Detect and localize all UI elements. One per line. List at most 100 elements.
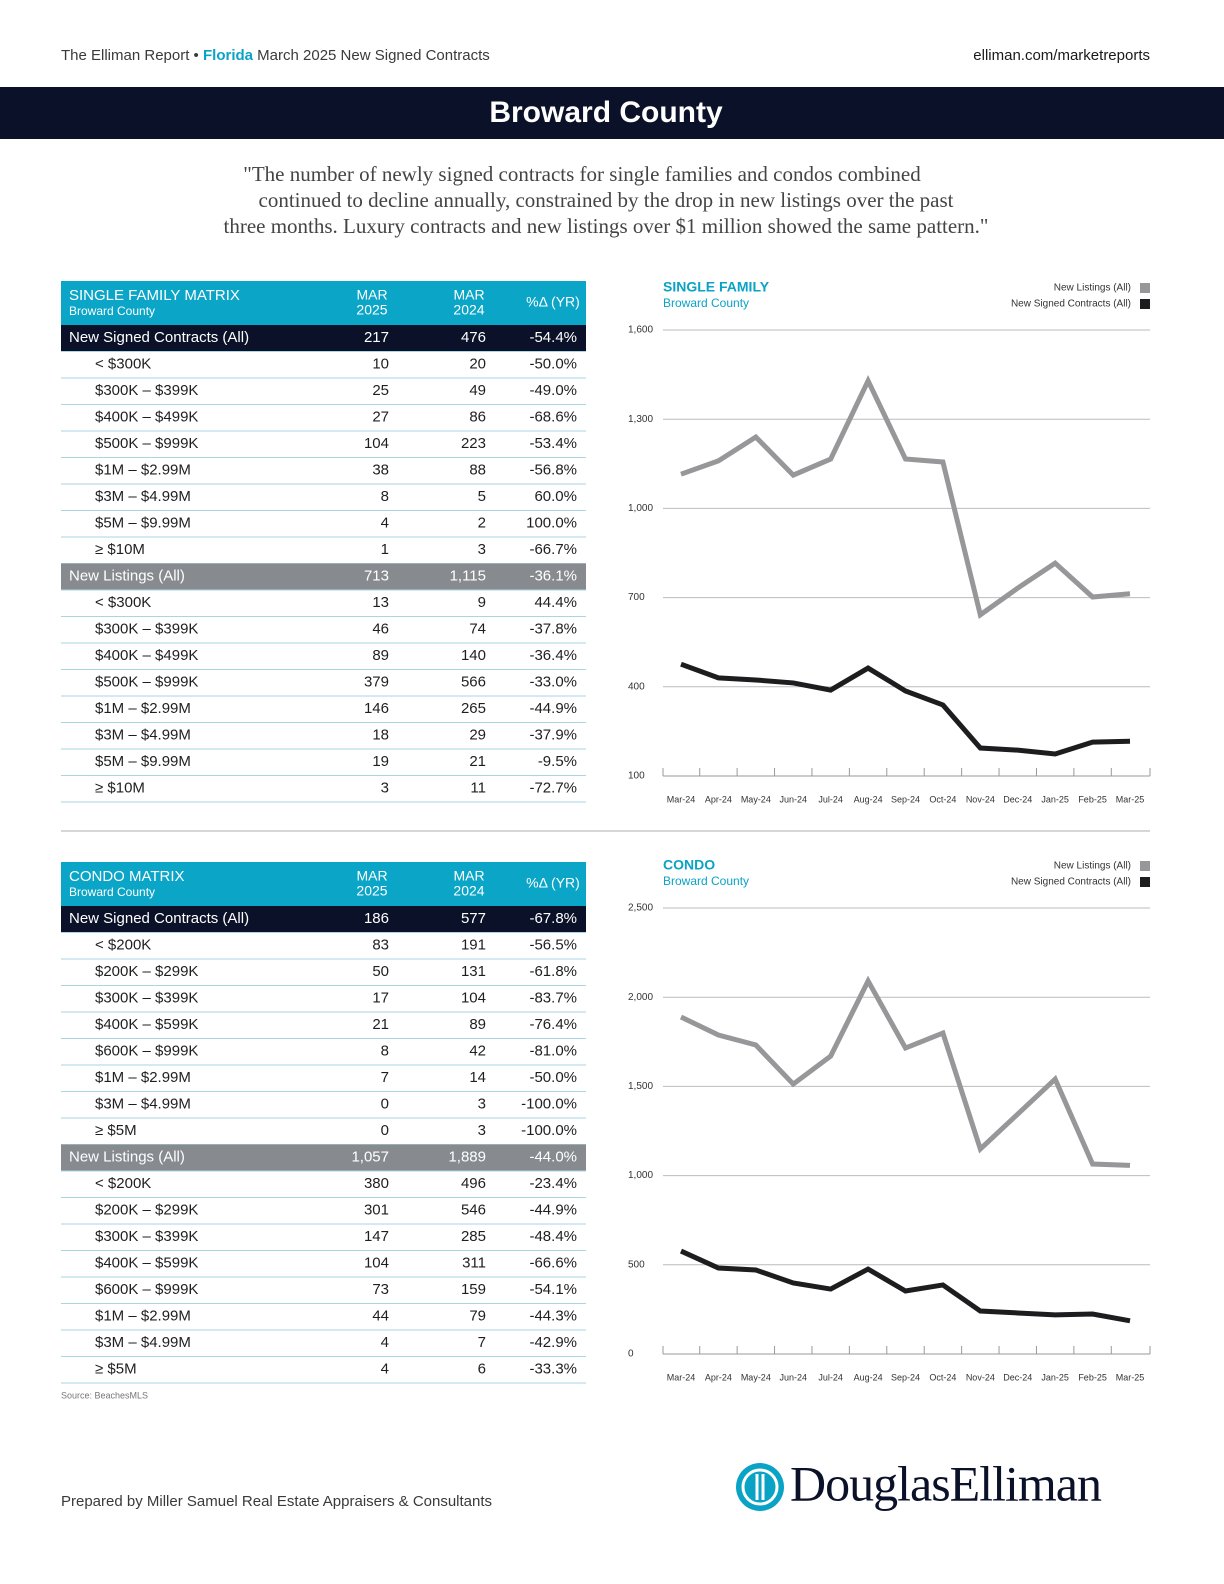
cell-value: 104: [364, 1255, 389, 1272]
quote-line: three months. Luxury contracts and new l…: [224, 214, 989, 238]
cell-value: 79: [469, 1308, 486, 1325]
x-tick-label: Mar-24: [667, 794, 696, 804]
row-label: < $200K: [95, 937, 151, 954]
cell-value: -37.9%: [529, 727, 577, 744]
cell-value: -33.3%: [529, 1361, 577, 1378]
cell-value: 546: [461, 1202, 486, 1219]
logo-wordmark: DouglasElliman: [790, 1455, 1102, 1511]
quote-line: continued to decline annually, constrain…: [259, 188, 954, 212]
x-tick-label: Sep-24: [891, 794, 920, 804]
cell-value: -56.8%: [529, 462, 577, 479]
chart-subtitle: Broward County: [663, 874, 749, 888]
row-label: $600K – $999K: [95, 1281, 198, 1298]
summary-row: [61, 1144, 586, 1171]
y-tick-label: 1,000: [628, 503, 653, 514]
series-line: [679, 1248, 1131, 1324]
cell-value: 38: [372, 462, 389, 479]
row-label: $600K – $999K: [95, 1043, 198, 1060]
column-year: 2025: [356, 883, 387, 899]
cell-value: 73: [372, 1281, 389, 1298]
column-year: 2024: [453, 883, 484, 899]
cell-value: 4: [381, 1334, 389, 1351]
banner-title: Broward County: [489, 96, 723, 129]
legend-label: New Listings (All): [1054, 861, 1131, 872]
cell-value: 217: [364, 329, 389, 346]
cell-value: 89: [372, 647, 389, 664]
row-label: $300K – $399K: [95, 382, 198, 399]
cell-value: 223: [461, 435, 486, 452]
x-tick-label: Mar-25: [1116, 1372, 1145, 1382]
source-note: Source: BeachesMLS: [61, 1390, 148, 1400]
cell-value: -9.5%: [538, 753, 577, 770]
cell-value: 83: [372, 937, 389, 954]
cell-value: 104: [364, 435, 389, 452]
row-label: New Listings (All): [69, 568, 185, 585]
row-label: < $300K: [95, 356, 151, 373]
logo-ring: [741, 1468, 779, 1506]
cell-value: -37.8%: [529, 621, 577, 638]
cell-value: 74: [469, 621, 486, 638]
cell-value: 4: [381, 515, 389, 532]
cell-value: -36.4%: [529, 647, 577, 664]
cell-value: 7: [381, 1069, 389, 1086]
table-title: CONDO MATRIX: [69, 868, 185, 885]
cell-value: 29: [469, 727, 486, 744]
column-month: MAR: [453, 868, 484, 884]
cell-value: -76.4%: [529, 1016, 577, 1033]
x-tick-label: Apr-24: [705, 794, 732, 804]
cell-value: -44.9%: [529, 1202, 577, 1219]
cell-value: 131: [461, 963, 486, 980]
cell-value: 50: [372, 963, 389, 980]
header-url[interactable]: elliman.com/marketreports: [973, 47, 1150, 64]
cell-value: 1: [381, 541, 389, 558]
row-label: $200K – $299K: [95, 963, 198, 980]
row-label: New Listings (All): [69, 1149, 185, 1166]
x-tick-label: Sep-24: [891, 1372, 920, 1382]
row-label: $1M – $2.99M: [95, 462, 191, 479]
cell-value: -44.0%: [529, 1149, 577, 1166]
legend-swatch: [1140, 861, 1150, 871]
cell-value: 44.4%: [534, 594, 577, 611]
cell-value: 8: [381, 1043, 389, 1060]
y-tick-label: 1,500: [628, 1081, 653, 1092]
row-label: $3M – $4.99M: [95, 1334, 191, 1351]
cell-value: 19: [372, 753, 389, 770]
y-tick-label: 1,300: [628, 414, 653, 425]
cell-value: 0: [381, 1122, 389, 1139]
row-label: < $300K: [95, 594, 151, 611]
header-prefix: The Elliman Report •: [61, 47, 199, 64]
cell-value: -42.9%: [529, 1334, 577, 1351]
cell-value: 18: [372, 727, 389, 744]
row-label: $400K – $599K: [95, 1016, 198, 1033]
cell-value: -23.4%: [529, 1175, 577, 1192]
cell-value: 147: [364, 1228, 389, 1245]
cell-value: -56.5%: [529, 937, 577, 954]
x-tick-label: Apr-24: [705, 1372, 732, 1382]
x-tick-label: Feb-25: [1078, 1372, 1107, 1382]
series-line: [680, 661, 1131, 757]
cell-value: 3: [478, 1122, 486, 1139]
y-tick-label: 500: [628, 1259, 645, 1270]
cell-value: -44.3%: [529, 1308, 577, 1325]
cell-value: 380: [364, 1175, 389, 1192]
footer-prepared: Prepared by Miller Samuel Real Estate Ap…: [61, 1493, 492, 1510]
y-tick-label: 1,600: [628, 325, 653, 336]
cell-value: 1,889: [448, 1149, 486, 1166]
report-header: The Elliman Report • Florida March 2025 …: [61, 47, 490, 64]
cell-value: 3: [478, 1096, 486, 1113]
cell-value: 8: [381, 488, 389, 505]
row-label: $1M – $2.99M: [95, 700, 191, 717]
row-label: $3M – $4.99M: [95, 488, 191, 505]
cell-value: 301: [364, 1202, 389, 1219]
cell-value: 49: [469, 382, 486, 399]
cell-value: 60.0%: [534, 488, 577, 505]
row-label: ≥ $10M: [95, 780, 145, 797]
cell-value: 11: [470, 780, 486, 797]
row-label: $3M – $4.99M: [95, 1096, 191, 1113]
column-year: 2025: [356, 302, 387, 318]
cell-value: -67.8%: [529, 910, 577, 927]
cell-value: 9: [478, 594, 486, 611]
x-tick-label: Mar-25: [1116, 794, 1145, 804]
cell-value: -100.0%: [521, 1096, 577, 1113]
chart-subtitle: Broward County: [663, 296, 749, 310]
